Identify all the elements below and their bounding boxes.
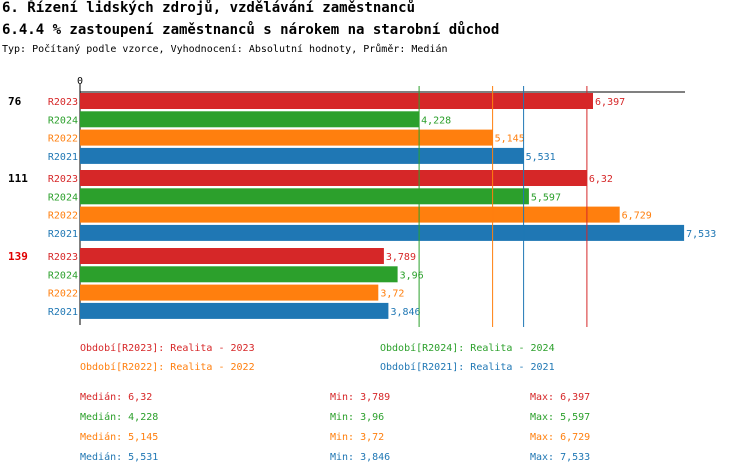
bar-series-label: R2024 [48,115,78,126]
group-label: 76 [8,95,22,108]
bar-76-r2022 [80,129,493,146]
stat-min-r2021: Min: 3,846 [330,452,391,463]
axis-zero-label: 0 [77,76,83,87]
stat-max-r2021: Max: 7,533 [530,452,591,463]
stat-max-r2022: Max: 6,729 [530,432,591,443]
bar-series-label: R2021 [48,152,78,163]
bar-series-label: R2021 [48,307,78,318]
bar-111-r2021 [80,224,685,241]
bar-series-label: R2022 [48,211,78,222]
bar-value-label: 3,96 [400,270,424,281]
bar-111-r2023 [80,170,587,186]
stat-median-r2023: Medián: 6,32 [80,392,153,403]
bar-series-label: R2022 [48,134,78,145]
bar-series-label: R2021 [48,229,78,240]
stat-median-r2021: Medián: 5,531 [80,452,159,463]
bar-value-label: 6,729 [622,211,652,222]
bar-series-label: R2023 [48,252,78,263]
bar-value-label: 3,846 [390,307,420,318]
bar-76-r2023 [80,93,593,109]
bar-value-label: 5,145 [495,134,525,145]
bar-value-label: 5,531 [526,152,556,163]
bar-value-label: 6,32 [589,174,613,185]
stat-min-r2022: Min: 3,72 [330,432,385,443]
bar-value-label: 6,397 [595,97,625,108]
bar-value-label: 3,789 [386,252,416,263]
bar-76-r2024 [80,111,420,128]
bar-139-r2023 [80,248,384,264]
bar-value-label: 3,72 [380,289,404,300]
stat-min-r2023: Min: 3,789 [330,392,391,403]
chart-subtitle: 6.4.4 % zastoupení zaměstnanců s nárokem… [2,22,500,38]
bar-chart: 0 R2023 6,397 R2024 4,228 R2022 5,145 R2021 5,53… [8,76,716,327]
legend-item-r2023: Období[R2023]: Realita - 2023 [80,343,255,354]
bar-value-label: 7,533 [686,229,716,240]
stat-max-r2024: Max: 5,597 [530,412,591,423]
page-title: 6. Řízení lidských zdrojů, vzdělávání za… [2,0,416,16]
legend-item-r2024: Období[R2024]: Realita - 2024 [380,343,555,354]
group-label: 111 [8,172,28,185]
bar-series-label: R2023 [48,97,78,108]
bar-139-r2021 [80,302,389,319]
legend-item-r2022: Období[R2022]: Realita - 2022 [80,362,255,373]
bar-139-r2022 [80,284,379,301]
legend-item-r2021: Období[R2021]: Realita - 2021 [380,362,555,373]
bar-series-label: R2024 [48,270,78,281]
bar-series-label: R2023 [48,174,78,185]
bar-series-label: R2024 [48,192,78,203]
bar-111-r2022 [80,206,620,223]
stat-median-r2022: Medián: 5,145 [80,432,159,443]
bar-111-r2024 [80,188,529,205]
chart-meta: Typ: Počítaný podle vzorce, Vyhodnocení:… [2,44,448,55]
bar-series-label: R2022 [48,289,78,300]
stat-min-r2024: Min: 3,96 [330,412,385,423]
bar-139-r2024 [80,266,398,283]
bar-value-label: 5,597 [531,192,561,203]
stat-median-r2024: Medián: 4,228 [80,412,159,423]
bar-76-r2021 [80,147,524,164]
bar-value-label: 4,228 [421,115,451,126]
stat-max-r2023: Max: 6,397 [530,392,591,403]
group-label: 139 [8,250,28,263]
